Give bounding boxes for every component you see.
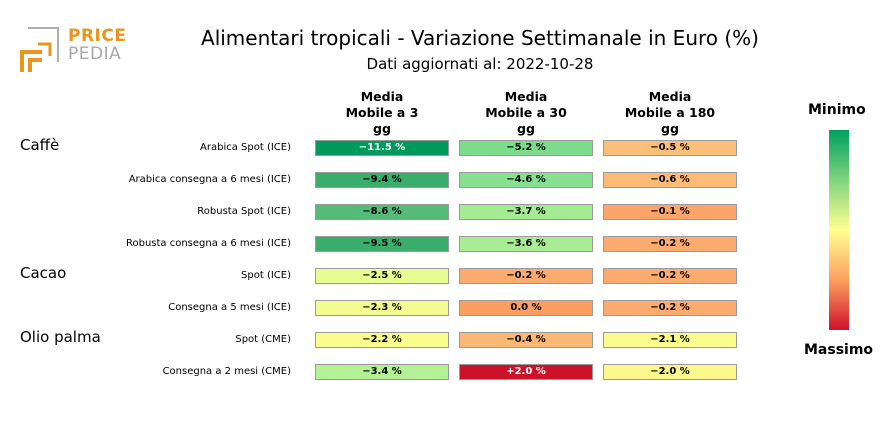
column-header-line: Mobile a 3 (345, 105, 419, 120)
heatmap-cell: −0.2 % (459, 268, 593, 284)
chart-subtitle: Dati aggiornati al: 2022-10-28 (366, 55, 594, 73)
logo-word-price: PRICE (68, 26, 127, 46)
heatmap-cell: +2.0 % (459, 364, 593, 380)
column-header-3gg: Media Mobile a 3 gg (312, 89, 452, 137)
row-label: Consegna a 5 mesi (ICE) (168, 302, 291, 313)
column-header-180gg: Media Mobile a 180 gg (600, 89, 740, 137)
heatmap-cell: −3.7 % (459, 204, 593, 220)
heatmap-cell: −3.6 % (459, 236, 593, 252)
group-label-caffe: Caffè (20, 136, 60, 154)
heatmap-cell: 0.0 % (459, 300, 593, 316)
heatmap-cell: −0.2 % (603, 236, 737, 252)
heatmap-cell: −0.2 % (603, 268, 737, 284)
pricepedia-logo: PRICE PEDIA (18, 22, 128, 74)
heatmap-cell: −2.1 % (603, 332, 737, 348)
heatmap-cell: −0.5 % (603, 140, 737, 156)
row-label: Arabica Spot (ICE) (200, 142, 291, 153)
chart-title: Alimentari tropicali - Variazione Settim… (201, 26, 759, 50)
heatmap-cell: −4.6 % (459, 172, 593, 188)
heatmap-cell: −2.3 % (315, 300, 449, 316)
heatmap-cell: −0.2 % (603, 300, 737, 316)
column-header-line: Mobile a 30 (485, 105, 567, 120)
heatmap-cell: −8.6 % (315, 204, 449, 220)
legend-max-label: Massimo (804, 342, 874, 358)
heatmap-cell: −0.1 % (603, 204, 737, 220)
heatmap-cell: −3.4 % (315, 364, 449, 380)
heatmap-cell: −9.5 % (315, 236, 449, 252)
column-header-line: gg (517, 121, 535, 136)
row-label: Consegna a 2 mesi (CME) (162, 366, 291, 377)
column-header-line: Media (360, 89, 404, 104)
legend-color-scale (829, 130, 849, 330)
legend-min-label: Minimo (808, 102, 866, 118)
heatmap-cell: −5.2 % (459, 140, 593, 156)
heatmap-cell: −2.5 % (315, 268, 449, 284)
heatmap-cell: −9.4 % (315, 172, 449, 188)
column-header-line: Media (504, 89, 548, 104)
logo-word-pedia: PEDIA (68, 44, 122, 64)
column-header-30gg: Media Mobile a 30 gg (456, 89, 596, 137)
group-label-olio-palma: Olio palma (20, 328, 101, 346)
logo-mark-icon (20, 27, 59, 72)
heatmap-cell: −11.5 % (315, 140, 449, 156)
row-label: Arabica consegna a 6 mesi (ICE) (128, 174, 291, 185)
column-header-line: gg (661, 121, 679, 136)
heatmap-cell: −2.0 % (603, 364, 737, 380)
heatmap-cell: −0.6 % (603, 172, 737, 188)
column-header-line: Media (648, 89, 692, 104)
heatmap-cell: −2.2 % (315, 332, 449, 348)
group-label-cacao: Cacao (20, 264, 67, 282)
heatmap-cell: −0.4 % (459, 332, 593, 348)
row-label: Spot (ICE) (241, 270, 291, 281)
row-label: Spot (CME) (235, 334, 291, 345)
row-label: Robusta consegna a 6 mesi (ICE) (125, 238, 291, 249)
row-label: Robusta Spot (ICE) (197, 206, 291, 217)
column-header-line: gg (373, 121, 391, 136)
column-header-line: Mobile a 180 (624, 105, 716, 120)
